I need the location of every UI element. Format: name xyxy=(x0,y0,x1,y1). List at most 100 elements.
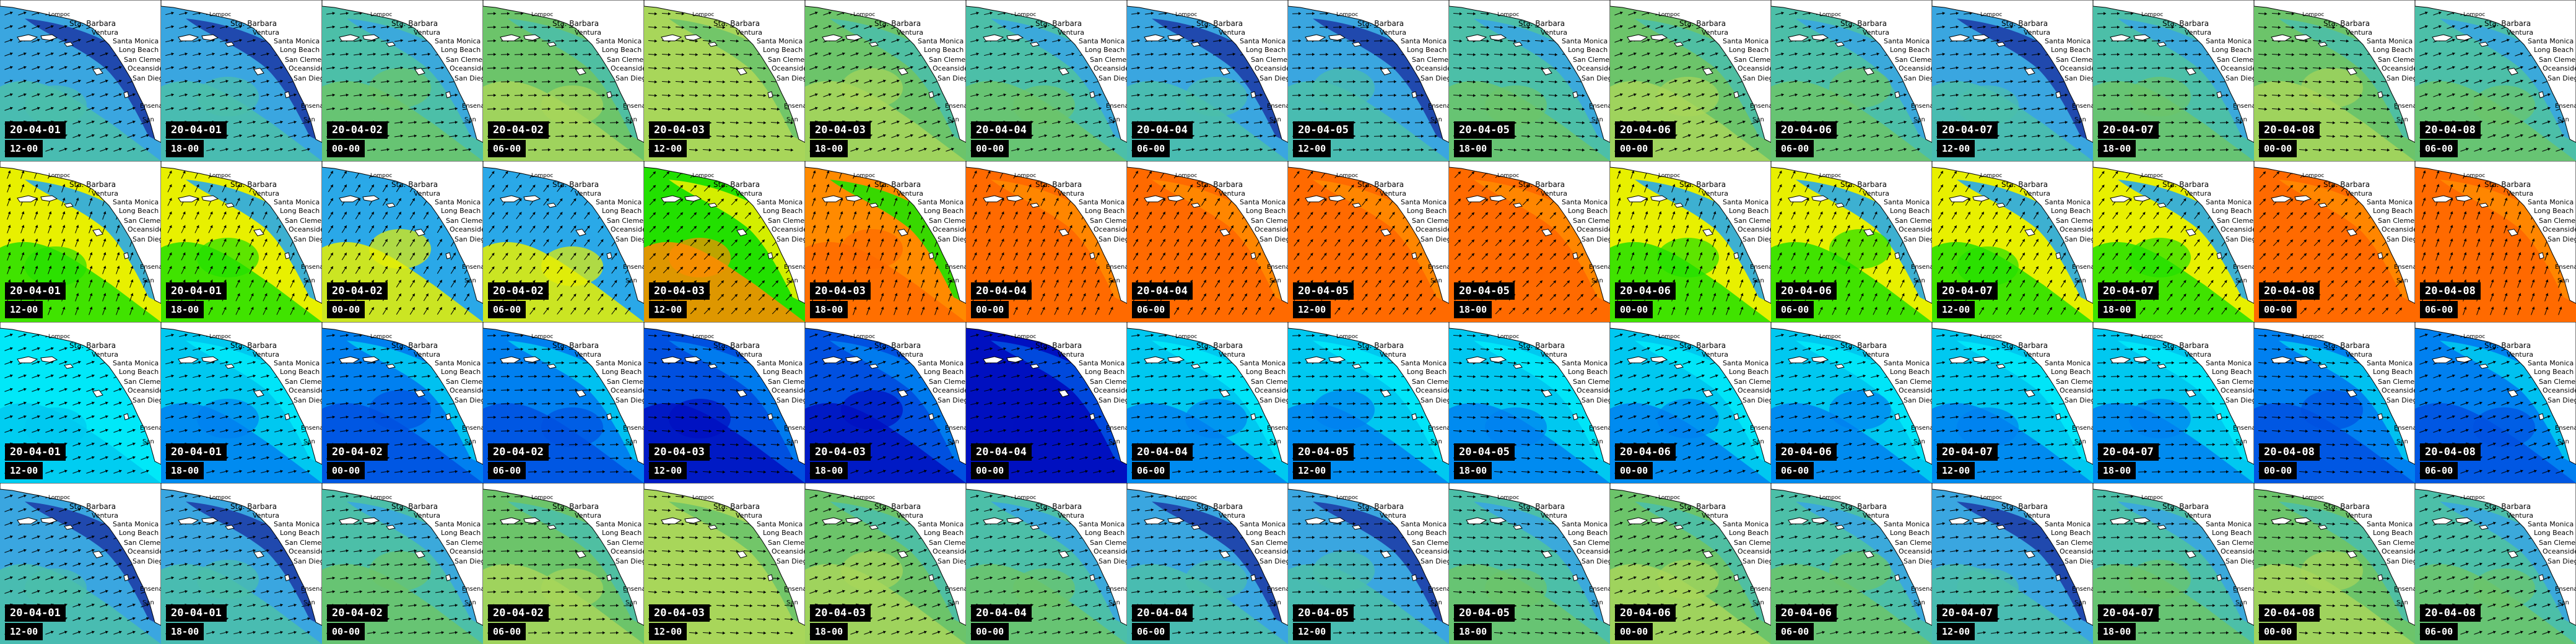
flow-arrow xyxy=(423,293,429,302)
flow-arrow xyxy=(1453,80,1463,84)
flow-arrow xyxy=(1013,211,1018,220)
flow-arrow xyxy=(1884,79,1893,84)
flow-arrow xyxy=(2167,239,2173,246)
flow-arrow xyxy=(2097,94,2107,97)
flow-arrow xyxy=(582,53,592,56)
flow-arrow xyxy=(435,107,445,111)
contour-blob xyxy=(25,407,87,447)
flow-arrow xyxy=(421,66,431,70)
flow-arrow xyxy=(1214,266,1221,274)
flow-arrow xyxy=(1079,107,1088,111)
flow-arrow xyxy=(877,134,886,138)
place-label: Ensenada xyxy=(945,264,966,271)
flow-arrow xyxy=(2219,148,2229,152)
flow-arrow xyxy=(59,107,67,111)
flow-arrow xyxy=(905,52,913,56)
flow-arrow xyxy=(598,253,604,260)
flow-arrow xyxy=(72,107,81,111)
flow-arrow xyxy=(2368,239,2375,246)
flow-arrow xyxy=(141,469,149,474)
flow-arrow xyxy=(247,429,256,433)
flow-arrow xyxy=(341,211,347,220)
flow-arrow xyxy=(220,147,228,152)
land-mass xyxy=(1449,161,1610,304)
flow-arrow xyxy=(1843,79,1852,84)
flow-arrow xyxy=(2327,239,2334,246)
flow-arrow xyxy=(367,107,376,111)
flow-arrow xyxy=(663,239,670,246)
island xyxy=(2185,228,2196,237)
flow-arrow xyxy=(233,120,242,124)
flow-arrow xyxy=(165,429,174,433)
island xyxy=(2024,67,2035,76)
island xyxy=(661,195,682,202)
flow-arrow xyxy=(596,148,606,152)
flow-arrow xyxy=(409,266,416,274)
place-label: Long Beach xyxy=(280,46,320,54)
flow-arrow xyxy=(690,266,697,274)
island xyxy=(1572,91,1578,98)
island xyxy=(284,91,290,98)
place-label: Long Beach xyxy=(441,207,481,215)
place-label: Lompoc xyxy=(531,173,553,179)
flow-arrow xyxy=(864,107,872,111)
flow-arrow xyxy=(823,66,832,70)
flow-arrow xyxy=(1172,39,1181,43)
flow-arrow xyxy=(2271,94,2281,97)
flow-arrow xyxy=(247,134,256,138)
flow-arrow xyxy=(1401,66,1411,70)
flow-arrow xyxy=(1845,225,1850,233)
flow-arrow xyxy=(2192,80,2202,84)
flow-arrow xyxy=(1011,93,1020,97)
flow-arrow xyxy=(2531,293,2535,302)
contour-blob xyxy=(1657,77,1719,116)
flow-arrow xyxy=(1912,120,1920,124)
flow-arrow xyxy=(45,66,54,70)
flow-arrow xyxy=(1669,25,1677,29)
flow-arrow xyxy=(2367,94,2377,97)
flow-arrow xyxy=(220,107,228,111)
place-label: Ventura xyxy=(1541,28,1567,37)
flow-arrow xyxy=(1521,107,1531,111)
flow-arrow xyxy=(339,107,349,111)
flow-arrow xyxy=(423,252,429,261)
flow-arrow xyxy=(1963,53,1973,56)
flow-arrow xyxy=(380,66,390,70)
flow-arrow xyxy=(489,185,495,192)
flow-arrow xyxy=(1753,279,1757,288)
flow-arrow xyxy=(1212,94,1222,97)
flow-arrow xyxy=(367,388,376,392)
flow-arrow xyxy=(435,66,445,70)
place-label: Long Beach xyxy=(1085,46,1125,54)
flow-arrow xyxy=(934,293,939,302)
flow-arrow xyxy=(2031,66,2041,70)
island xyxy=(1219,228,1230,237)
place-label: Santa Monica xyxy=(2045,37,2091,45)
place-label: Ventura xyxy=(2024,189,2050,198)
flow-arrow xyxy=(89,252,93,261)
flow-arrow xyxy=(1481,185,1489,192)
place-label: Lompoc xyxy=(48,12,70,18)
place-label: Sta. Barbara xyxy=(69,19,116,28)
flow-arrow xyxy=(1873,211,1878,220)
flow-arrow xyxy=(2110,80,2120,84)
flow-arrow xyxy=(866,307,871,315)
flow-arrow xyxy=(20,211,25,220)
flow-arrow xyxy=(2460,66,2469,70)
flow-arrow xyxy=(675,12,685,15)
flow-arrow xyxy=(1348,307,1354,315)
flow-arrow xyxy=(100,134,108,138)
flow-arrow xyxy=(1696,147,1705,152)
flow-arrow xyxy=(2463,184,2467,193)
flow-arrow xyxy=(1131,80,1141,84)
flow-arrow xyxy=(143,279,147,288)
flow-arrow xyxy=(1669,38,1677,43)
flow-arrow xyxy=(541,53,551,56)
flow-arrow xyxy=(89,198,93,206)
place-label: San Diego xyxy=(2226,74,2254,82)
flow-arrow xyxy=(516,266,522,274)
flow-arrow xyxy=(1963,94,1973,97)
flow-arrow xyxy=(1978,307,1985,315)
flow-arrow xyxy=(113,147,122,152)
map-panel-wind: Lompoc Sta. Barbara Ventura Santa Monica Lon… xyxy=(322,0,483,161)
